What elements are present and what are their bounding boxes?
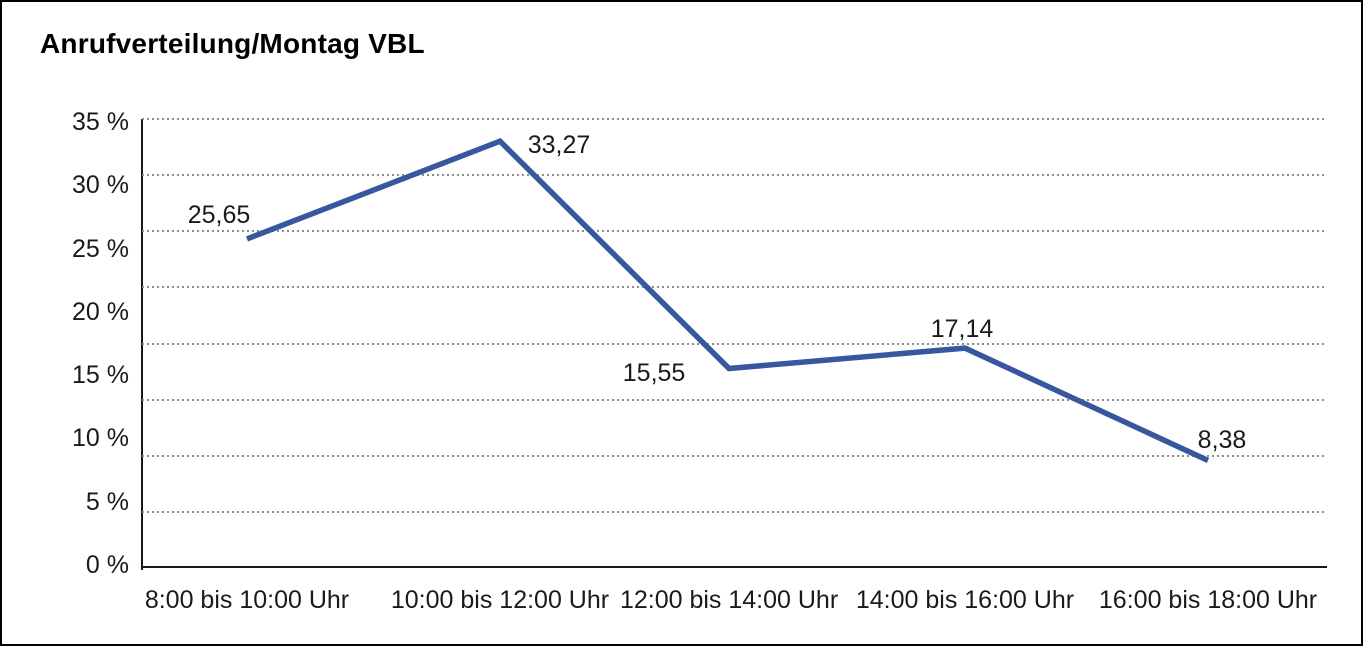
series-line <box>246 137 1210 463</box>
x-tick-label: 10:00 bis 12:00 Uhr <box>390 586 610 614</box>
y-tick-label: 25 % <box>72 234 129 263</box>
data-label: 17,14 <box>930 315 994 344</box>
x-tick-label: 14:00 bis 16:00 Uhr <box>855 586 1075 614</box>
x-tick-label: 8:00 bis 10:00 Uhr <box>144 586 350 614</box>
x-tick-label: 12:00 bis 14:00 Uhr <box>619 586 839 614</box>
x-tick-label: 16:00 bis 18:00 Uhr <box>1098 586 1318 614</box>
y-tick-label: 35 % <box>72 108 129 136</box>
y-axis-line <box>141 119 143 570</box>
x-axis-line <box>141 566 1327 568</box>
gridline <box>142 118 1327 120</box>
gridline <box>142 342 1327 345</box>
y-tick-label: 20 % <box>72 297 129 326</box>
y-tick-label: 10 % <box>72 424 129 453</box>
plot-area <box>142 118 1327 568</box>
chart-title: Anrufverteilung/Montag VBL <box>40 28 425 59</box>
data-label: 15,55 <box>622 358 686 387</box>
gridline <box>142 286 1327 289</box>
y-tick-label: 15 % <box>72 361 129 390</box>
y-tick-label: 30 % <box>72 171 129 200</box>
data-label: 8,38 <box>1197 426 1247 455</box>
gridline <box>142 174 1327 177</box>
gridline <box>142 510 1327 513</box>
gridline <box>142 230 1327 233</box>
data-label: 25,65 <box>187 200 251 229</box>
gridline <box>142 398 1327 401</box>
y-tick-label: 5 % <box>85 487 129 516</box>
series-line-svg <box>246 137 1210 463</box>
y-tick-label: 0 % <box>85 550 129 579</box>
gridline <box>142 454 1327 457</box>
data-label: 33,27 <box>527 131 591 160</box>
